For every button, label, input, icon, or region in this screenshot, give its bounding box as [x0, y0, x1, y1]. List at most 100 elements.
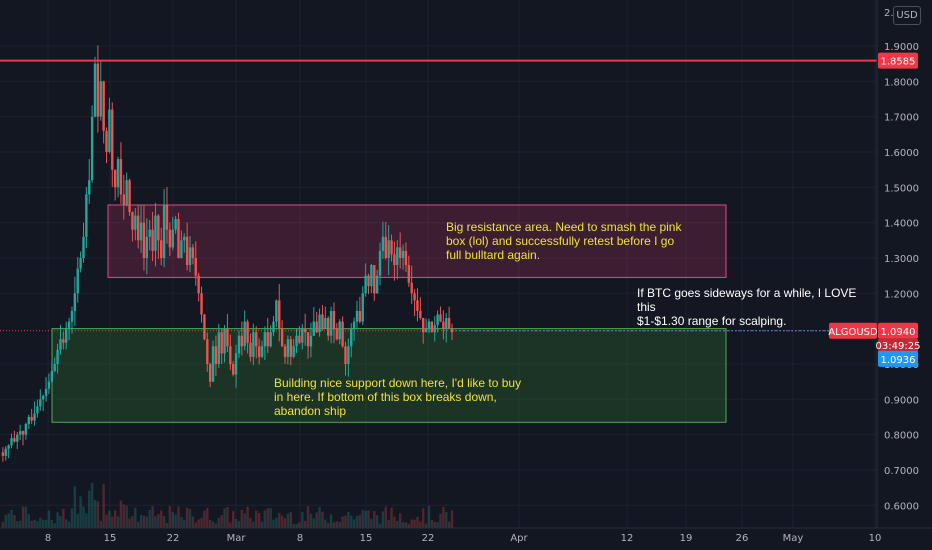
volume-bar — [134, 507, 137, 528]
candle-body — [283, 346, 287, 357]
candlesticks — [1, 45, 454, 462]
volume-bar — [113, 510, 117, 528]
volume-bar — [338, 521, 341, 528]
volume-bar — [312, 518, 316, 528]
candle-body — [165, 204, 169, 230]
support-zone[interactable] — [51, 328, 727, 423]
candle-body — [162, 204, 166, 258]
volume-bar — [13, 515, 16, 528]
candle-body — [208, 363, 212, 382]
candle-body — [16, 434, 19, 442]
candle-body — [315, 321, 318, 333]
volume-bar — [131, 516, 134, 528]
volume-bar — [111, 516, 114, 528]
volume-bar — [361, 509, 364, 528]
volume-bar — [384, 506, 387, 528]
candle-body — [292, 346, 295, 357]
candle-body — [335, 328, 339, 340]
volume-bar — [226, 506, 229, 528]
volume-bar — [327, 522, 330, 528]
time-tick-label: 15 — [104, 533, 117, 544]
support-annotation[interactable]: Building nice support down here, I'd lik… — [274, 376, 522, 418]
volume-bar — [223, 508, 226, 528]
candle-body — [131, 212, 134, 230]
candle-body — [246, 321, 249, 343]
candle-body — [21, 431, 25, 435]
candle-body — [413, 293, 416, 301]
resistance-zone[interactable] — [107, 204, 727, 278]
volume-bar — [214, 523, 218, 528]
candle-body — [260, 346, 264, 357]
candle-body — [442, 321, 445, 329]
volume-bar — [73, 486, 77, 528]
candle-body — [370, 265, 373, 287]
candle-body — [298, 335, 301, 343]
volume-bar — [154, 516, 157, 528]
candle-body — [171, 229, 174, 248]
volume-bar — [145, 516, 149, 528]
volume-bar — [422, 508, 425, 528]
volume-bar — [401, 522, 405, 528]
volume-bar — [404, 522, 408, 528]
volume-bar — [4, 514, 7, 528]
candle-body — [341, 321, 344, 347]
candle-body — [18, 431, 22, 435]
volume-bar — [30, 520, 33, 528]
volume-bar — [88, 490, 91, 528]
candle-body — [56, 349, 59, 364]
volume-bar — [266, 508, 269, 528]
candle-body — [79, 257, 82, 269]
candle-body — [119, 159, 123, 195]
volume-bar — [375, 515, 379, 528]
candle-body — [188, 247, 192, 266]
volume-bar — [329, 514, 333, 528]
volume-bar — [358, 515, 362, 528]
candle-body — [226, 328, 229, 347]
volume-bar — [197, 519, 200, 528]
candle-body — [381, 236, 385, 251]
candle-body — [62, 339, 65, 343]
volume-bar — [56, 512, 59, 528]
volume-bar — [229, 522, 232, 528]
volume-bar — [350, 515, 353, 528]
axes — [0, 0, 932, 529]
volume-bar — [450, 510, 454, 528]
candle-body — [116, 159, 120, 188]
candle-body — [407, 265, 411, 283]
volume-bar — [206, 507, 209, 528]
candle-body — [1, 452, 5, 456]
candle-body — [30, 416, 33, 421]
time-tick-label: 22 — [422, 533, 435, 544]
price-tick-label: 1.5000 — [884, 183, 919, 194]
volume-bar — [303, 520, 307, 528]
candle-body — [111, 109, 114, 170]
candle-body — [128, 180, 131, 213]
volume-bar — [67, 521, 71, 528]
price-tick-label: 0.7000 — [884, 466, 919, 477]
volume-bar — [160, 510, 163, 528]
volume-bar — [79, 496, 82, 528]
btc-annotation[interactable]: If BTC goes sideways for a while, I LOVE… — [637, 286, 857, 328]
volume-bar — [234, 519, 238, 528]
volume-bar — [122, 504, 125, 528]
volume-bar — [44, 519, 48, 528]
currency-badge[interactable]: USD — [893, 6, 921, 25]
volume-bar — [47, 510, 51, 528]
candle-body — [243, 321, 246, 347]
candle-body — [223, 328, 226, 354]
candle-body — [255, 332, 258, 347]
candle-body — [269, 332, 272, 347]
candle-body — [289, 339, 292, 357]
volume-bar — [180, 516, 183, 528]
volume-bar — [108, 510, 111, 528]
volume-bar — [119, 500, 123, 528]
candle-body — [447, 318, 451, 329]
candle-body — [7, 445, 10, 449]
volume-bar — [200, 518, 203, 528]
resistance-annotation[interactable]: Big resistance area. Need to smash the p… — [446, 220, 682, 262]
candle-body — [148, 229, 151, 237]
candle-body — [433, 325, 436, 333]
price-tick-label: 0.9000 — [884, 395, 919, 406]
volume-bar — [246, 506, 249, 528]
